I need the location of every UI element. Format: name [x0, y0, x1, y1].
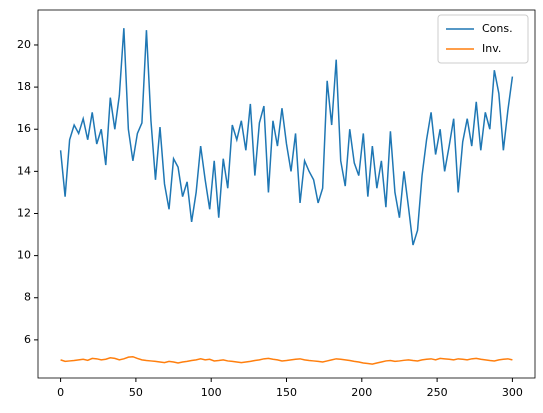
x-tick-label: 0: [57, 386, 64, 399]
x-tick-label: 100: [201, 386, 222, 399]
plot-frame: [37, 9, 536, 379]
series-line: [60, 355, 513, 365]
y-tick-label: 18: [17, 80, 31, 93]
y-tick-label: 10: [17, 249, 31, 262]
series-line: [59, 28, 514, 246]
y-tick-label: 14: [17, 164, 31, 177]
y-tick-label: 8: [24, 291, 31, 304]
x-tick-label: 300: [502, 386, 523, 399]
x-tick-label: 150: [276, 386, 297, 399]
legend-box: [437, 14, 529, 64]
legend-label: Cons.: [482, 22, 513, 35]
y-tick-label: 16: [17, 122, 31, 135]
x-tick-label: 200: [351, 386, 372, 399]
y-tick-label: 12: [17, 206, 31, 219]
x-tick-label: 250: [427, 386, 448, 399]
y-tick-label: 20: [17, 38, 31, 51]
y-tick-label: 6: [24, 333, 31, 346]
x-tick-label: 50: [129, 386, 143, 399]
legend-label: Inv.: [482, 42, 501, 55]
